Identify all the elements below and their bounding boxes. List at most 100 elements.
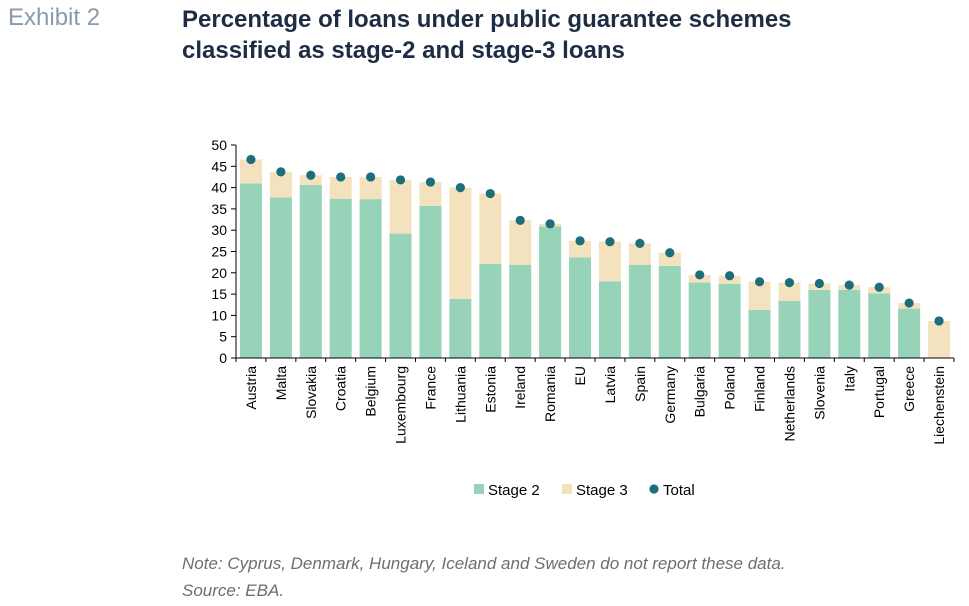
chart-title-line-1: Percentage of loans under public guarant… [182,6,792,33]
bar-stage3-netherlands [778,282,801,301]
bar-stage2-slovakia [299,185,322,358]
x-tick-label-germany: Germany [662,366,678,424]
bar-stage2-eu [569,257,592,358]
x-tick-label-lithuania: Lithuania [452,366,468,423]
y-tick-label: 5 [219,329,227,345]
x-tick-label-france: France [422,366,438,410]
x-tick-label-austria: Austria [243,366,259,410]
bar-stage2-malta [269,197,292,358]
legend-label-total: Total [663,482,695,499]
total-dot-estonia [485,188,495,199]
bar-stage2-portugal [868,293,891,358]
x-tick-label-estonia: Estonia [482,366,498,413]
bar-stage2-slovenia [808,289,831,358]
total-dot-slovakia [306,170,316,180]
bar-stage3-lithuania [449,187,472,299]
bar-stage2-spain [628,264,651,358]
axes-layer: Austria Malta Slovakia Croatia Belgium Luxemb… [211,137,955,445]
bar-stage3-spain [628,243,651,265]
x-tick-label-netherlands: Netherlands [781,366,797,442]
x-tick-label-malta: Malta [273,366,289,400]
exhibit-label: Exhibit 2 [8,4,101,31]
legend-swatch-total [649,484,659,494]
legend-label-stage2: Stage 2 [488,482,540,499]
bar-stage2-germany [658,265,681,358]
total-dot-finland [754,277,765,287]
chart-title-line-2: classified as stage-2 and stage-3 loans [182,37,625,64]
x-tick-label-poland: Poland [722,366,738,410]
bar-stage2-poland [718,283,741,358]
total-dot-liechenstein [934,316,944,326]
bar-stage2-romania [539,226,562,358]
legend: Stage 2 Stage 3 Total [474,482,695,499]
x-tick-label-belgium: Belgium [363,366,379,417]
bar-stage3-slovakia [299,175,322,186]
bar-stage3-belgium [359,176,382,200]
y-tick-label: 15 [211,286,227,302]
bar-stage3-luxembourg [389,179,412,234]
y-tick-label: 35 [211,201,227,217]
bar-stage2-luxembourg [389,233,412,358]
chart-title: Percentage of loans under public guarant… [182,4,942,66]
bar-stage3-france [419,182,442,206]
bar-stage3-austria [239,159,262,184]
total-dot-belgium [366,172,376,182]
bar-stage2-croatia [329,198,352,358]
source-text: Source: EBA. [182,581,285,600]
x-tick-label-bulgaria: Bulgaria [692,366,708,418]
total-dot-germany [665,248,675,258]
total-dot-luxembourg [395,175,406,185]
total-dot-latvia [605,237,615,247]
note-text: Note: Cyprus, Denmark, Hungary, Iceland … [182,554,786,573]
x-tick-label-finland: Finland [752,366,768,412]
x-tick-label-spain: Spain [632,366,648,402]
bar-stage3-estonia [479,193,502,264]
x-tick-label-greece: Greece [901,366,917,412]
bar-stage2-austria [239,183,262,358]
total-dot-poland [725,271,735,281]
x-tick-label-ireland: Ireland [512,366,528,409]
total-dot-spain [635,238,645,249]
bar-stage2-estonia [479,263,502,358]
bar-stage2-ireland [509,264,532,358]
legend-swatch-stage2 [474,484,484,494]
bar-stage2-netherlands [778,300,801,358]
bar-stage3-liechenstein [928,320,951,358]
total-dot-portugal [874,282,884,292]
y-tick-label: 10 [211,307,227,323]
y-tick-label: 20 [211,265,227,281]
y-tick-label: 50 [211,137,227,153]
totals-layer [246,154,944,326]
x-tick-label-romania: Romania [542,366,558,422]
x-tick-label-liechenstein: Liechenstein [931,366,947,445]
bar-stage3-malta [269,171,292,198]
y-tick-label: 40 [211,180,227,196]
total-dot-croatia [336,172,346,182]
total-dot-greece [904,298,914,308]
total-dot-netherlands [784,277,795,288]
total-dot-austria [246,154,256,165]
total-dot-bulgaria [695,270,705,280]
bar-stage3-croatia [329,176,352,199]
bar-stage2-finland [748,309,771,358]
total-dot-lithuania [455,183,465,193]
bar-stage3-germany [658,252,681,266]
x-tick-label-luxembourg: Luxembourg [393,366,409,444]
x-tick-label-portugal: Portugal [871,366,887,418]
x-tick-label-croatia: Croatia [333,366,349,411]
total-dot-italy [844,280,854,290]
bar-stage2-italy [838,289,861,358]
total-dot-ireland [515,215,525,226]
legend-label-stage3: Stage 3 [576,482,628,499]
bars-layer [239,159,951,358]
legend-swatch-stage3 [562,484,572,494]
bar-stage2-lithuania [449,298,472,358]
bar-stage2-greece [898,308,921,358]
x-tick-label-latvia: Latvia [602,366,618,404]
y-tick-label: 30 [211,222,227,238]
bar-stage2-france [419,205,442,358]
total-dot-malta [276,167,286,177]
bar-stage2-latvia [598,281,621,358]
bar-stage3-latvia [598,241,621,282]
